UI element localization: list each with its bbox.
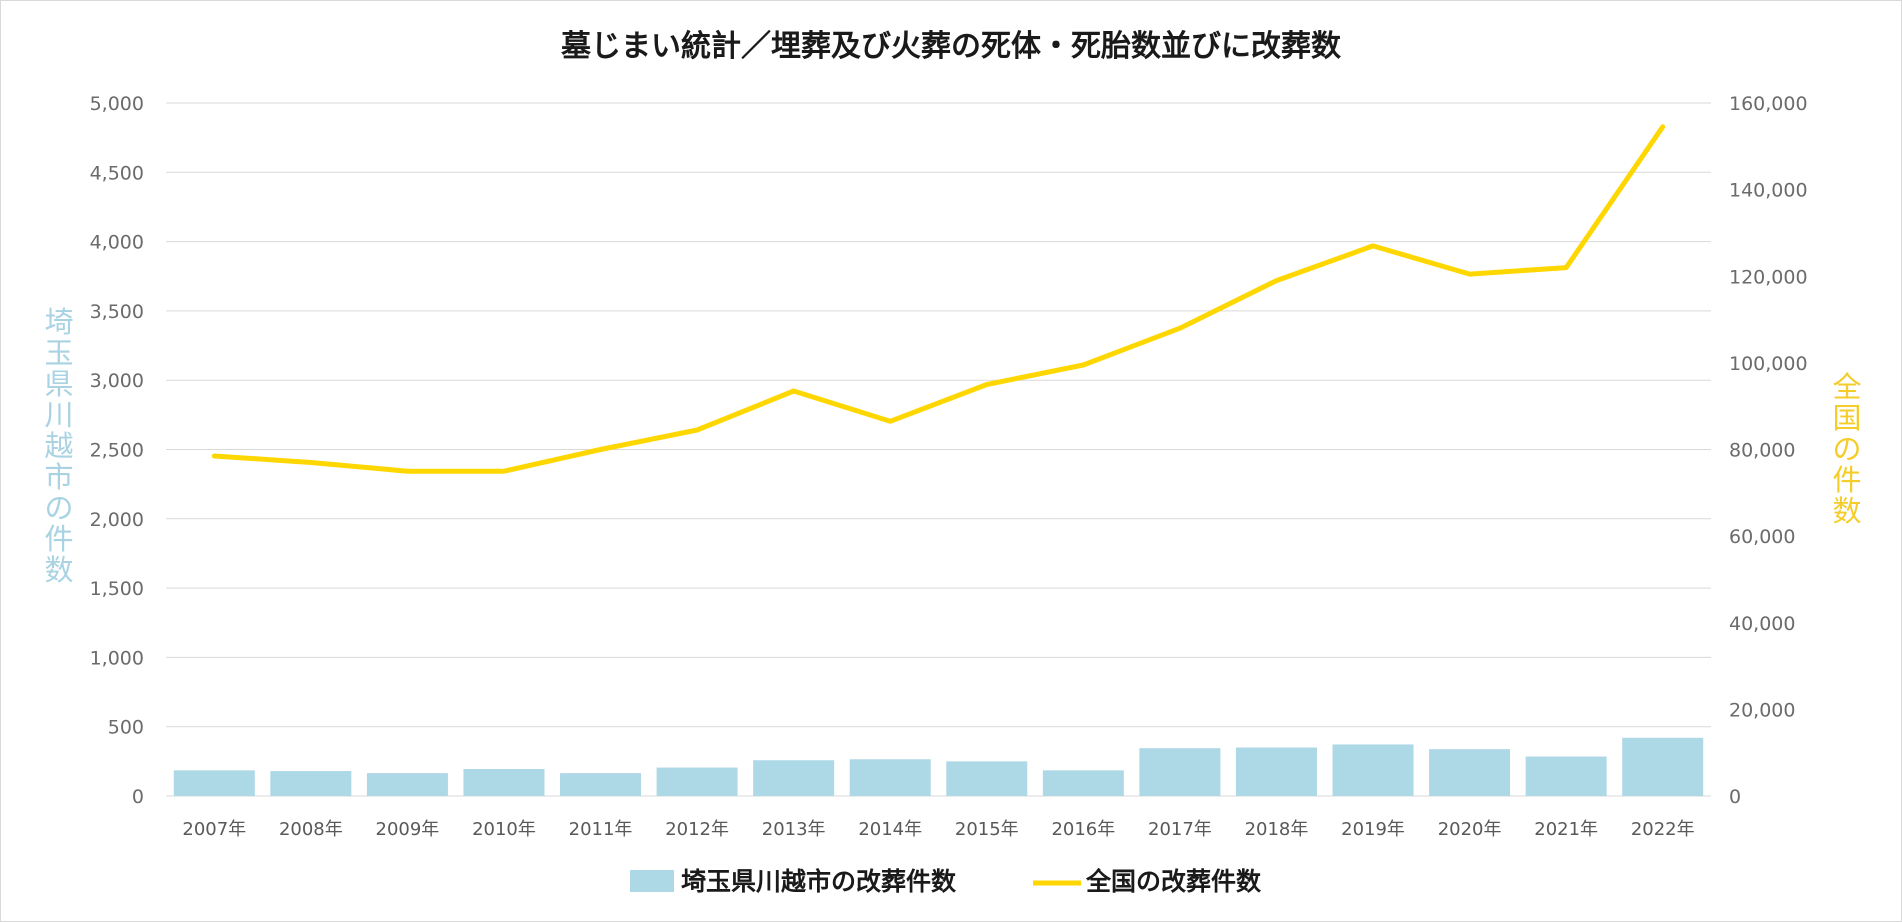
chart-title: 墓じまい統計／埋葬及び火葬の死体・死胎数並びに改葬数 [560,29,1342,64]
bar [753,760,835,796]
right-tick-label: 0 [1729,786,1741,808]
x-tick-label: 2015年 [955,819,1019,840]
left-axis-title-text: 埼玉県川越市の件数 [44,305,73,587]
legend-line-label: 全国の改葬件数 [1085,867,1262,896]
bars-layer [173,737,1704,796]
x-tick-label: 2011年 [569,819,633,840]
x-tick-label: 2017年 [1148,819,1212,840]
left-axis-title: 埼玉県川越市の件数 [44,305,73,587]
right-axis-title-text: 全国の件数 [1832,370,1861,528]
x-tick-label: 2021年 [1534,819,1598,840]
right-tick-label: 60,000 [1729,526,1795,548]
right-tick-label: 20,000 [1729,699,1795,721]
right-tick-label: 80,000 [1729,440,1795,462]
legend-bar-label: 埼玉県川越市の改葬件数 [681,867,957,896]
left-tick-label: 3,000 [90,370,144,392]
left-axis-ticks: 0 500 1,000 1,500 2,000 2,500 3,000 3,500 4,000 4… [90,93,144,808]
right-tick-label: 120,000 [1729,266,1808,288]
left-tick-label: 2,000 [90,509,144,531]
bar [173,770,255,796]
bar [1622,737,1704,796]
left-tick-label: 2,500 [90,440,144,462]
right-tick-label: 140,000 [1729,180,1808,202]
bar [1042,770,1124,796]
left-tick-label: 4,000 [90,232,144,254]
left-tick-label: 1,000 [90,647,144,669]
x-axis-ticks: 2007年 2008年 2009年 2010年 2011年 2012年 2013年 2014年… [182,819,1694,840]
x-tick-label: 2019年 [1341,819,1405,840]
bar [463,768,545,796]
x-tick-label: 2012年 [665,819,729,840]
bar [1332,744,1414,796]
bar [946,761,1028,796]
bar [1525,756,1607,796]
legend-bar-swatch [630,870,674,892]
right-tick-label: 160,000 [1729,93,1808,115]
bar [270,771,352,796]
grid-layer [166,102,1711,797]
bar [560,773,642,796]
x-tick-label: 2007年 [182,819,246,840]
left-tick-label: 4,500 [90,162,144,184]
left-tick-label: 500 [108,717,144,739]
x-tick-label: 2020年 [1438,819,1502,840]
bar [1235,747,1317,796]
bar [656,767,738,796]
right-axis-ticks: 0 20,000 40,000 60,000 80,000 100,000 120,000 1… [1729,93,1808,808]
right-tick-label: 40,000 [1729,613,1795,635]
x-tick-label: 2014年 [858,819,922,840]
line-layer [211,124,1666,474]
bar [1139,748,1221,796]
x-tick-label: 2022年 [1631,819,1695,840]
bar [1429,749,1511,796]
x-tick-label: 2008年 [279,819,343,840]
x-tick-label: 2010年 [472,819,536,840]
x-tick-label: 2016年 [1051,819,1115,840]
legend: 埼玉県川越市の改葬件数 全国の改葬件数 [630,867,1262,896]
x-tick-label: 2018年 [1245,819,1309,840]
right-tick-label: 100,000 [1729,353,1808,375]
x-tick-label: 2013年 [762,819,826,840]
x-tick-label: 2009年 [376,819,440,840]
left-tick-label: 0 [132,786,144,808]
right-axis-title: 全国の件数 [1832,370,1861,528]
left-tick-label: 3,500 [90,301,144,323]
bar [849,759,931,796]
left-tick-label: 1,500 [90,578,144,600]
bar [366,773,448,796]
left-tick-label: 5,000 [90,93,144,115]
series-line [211,124,1666,474]
